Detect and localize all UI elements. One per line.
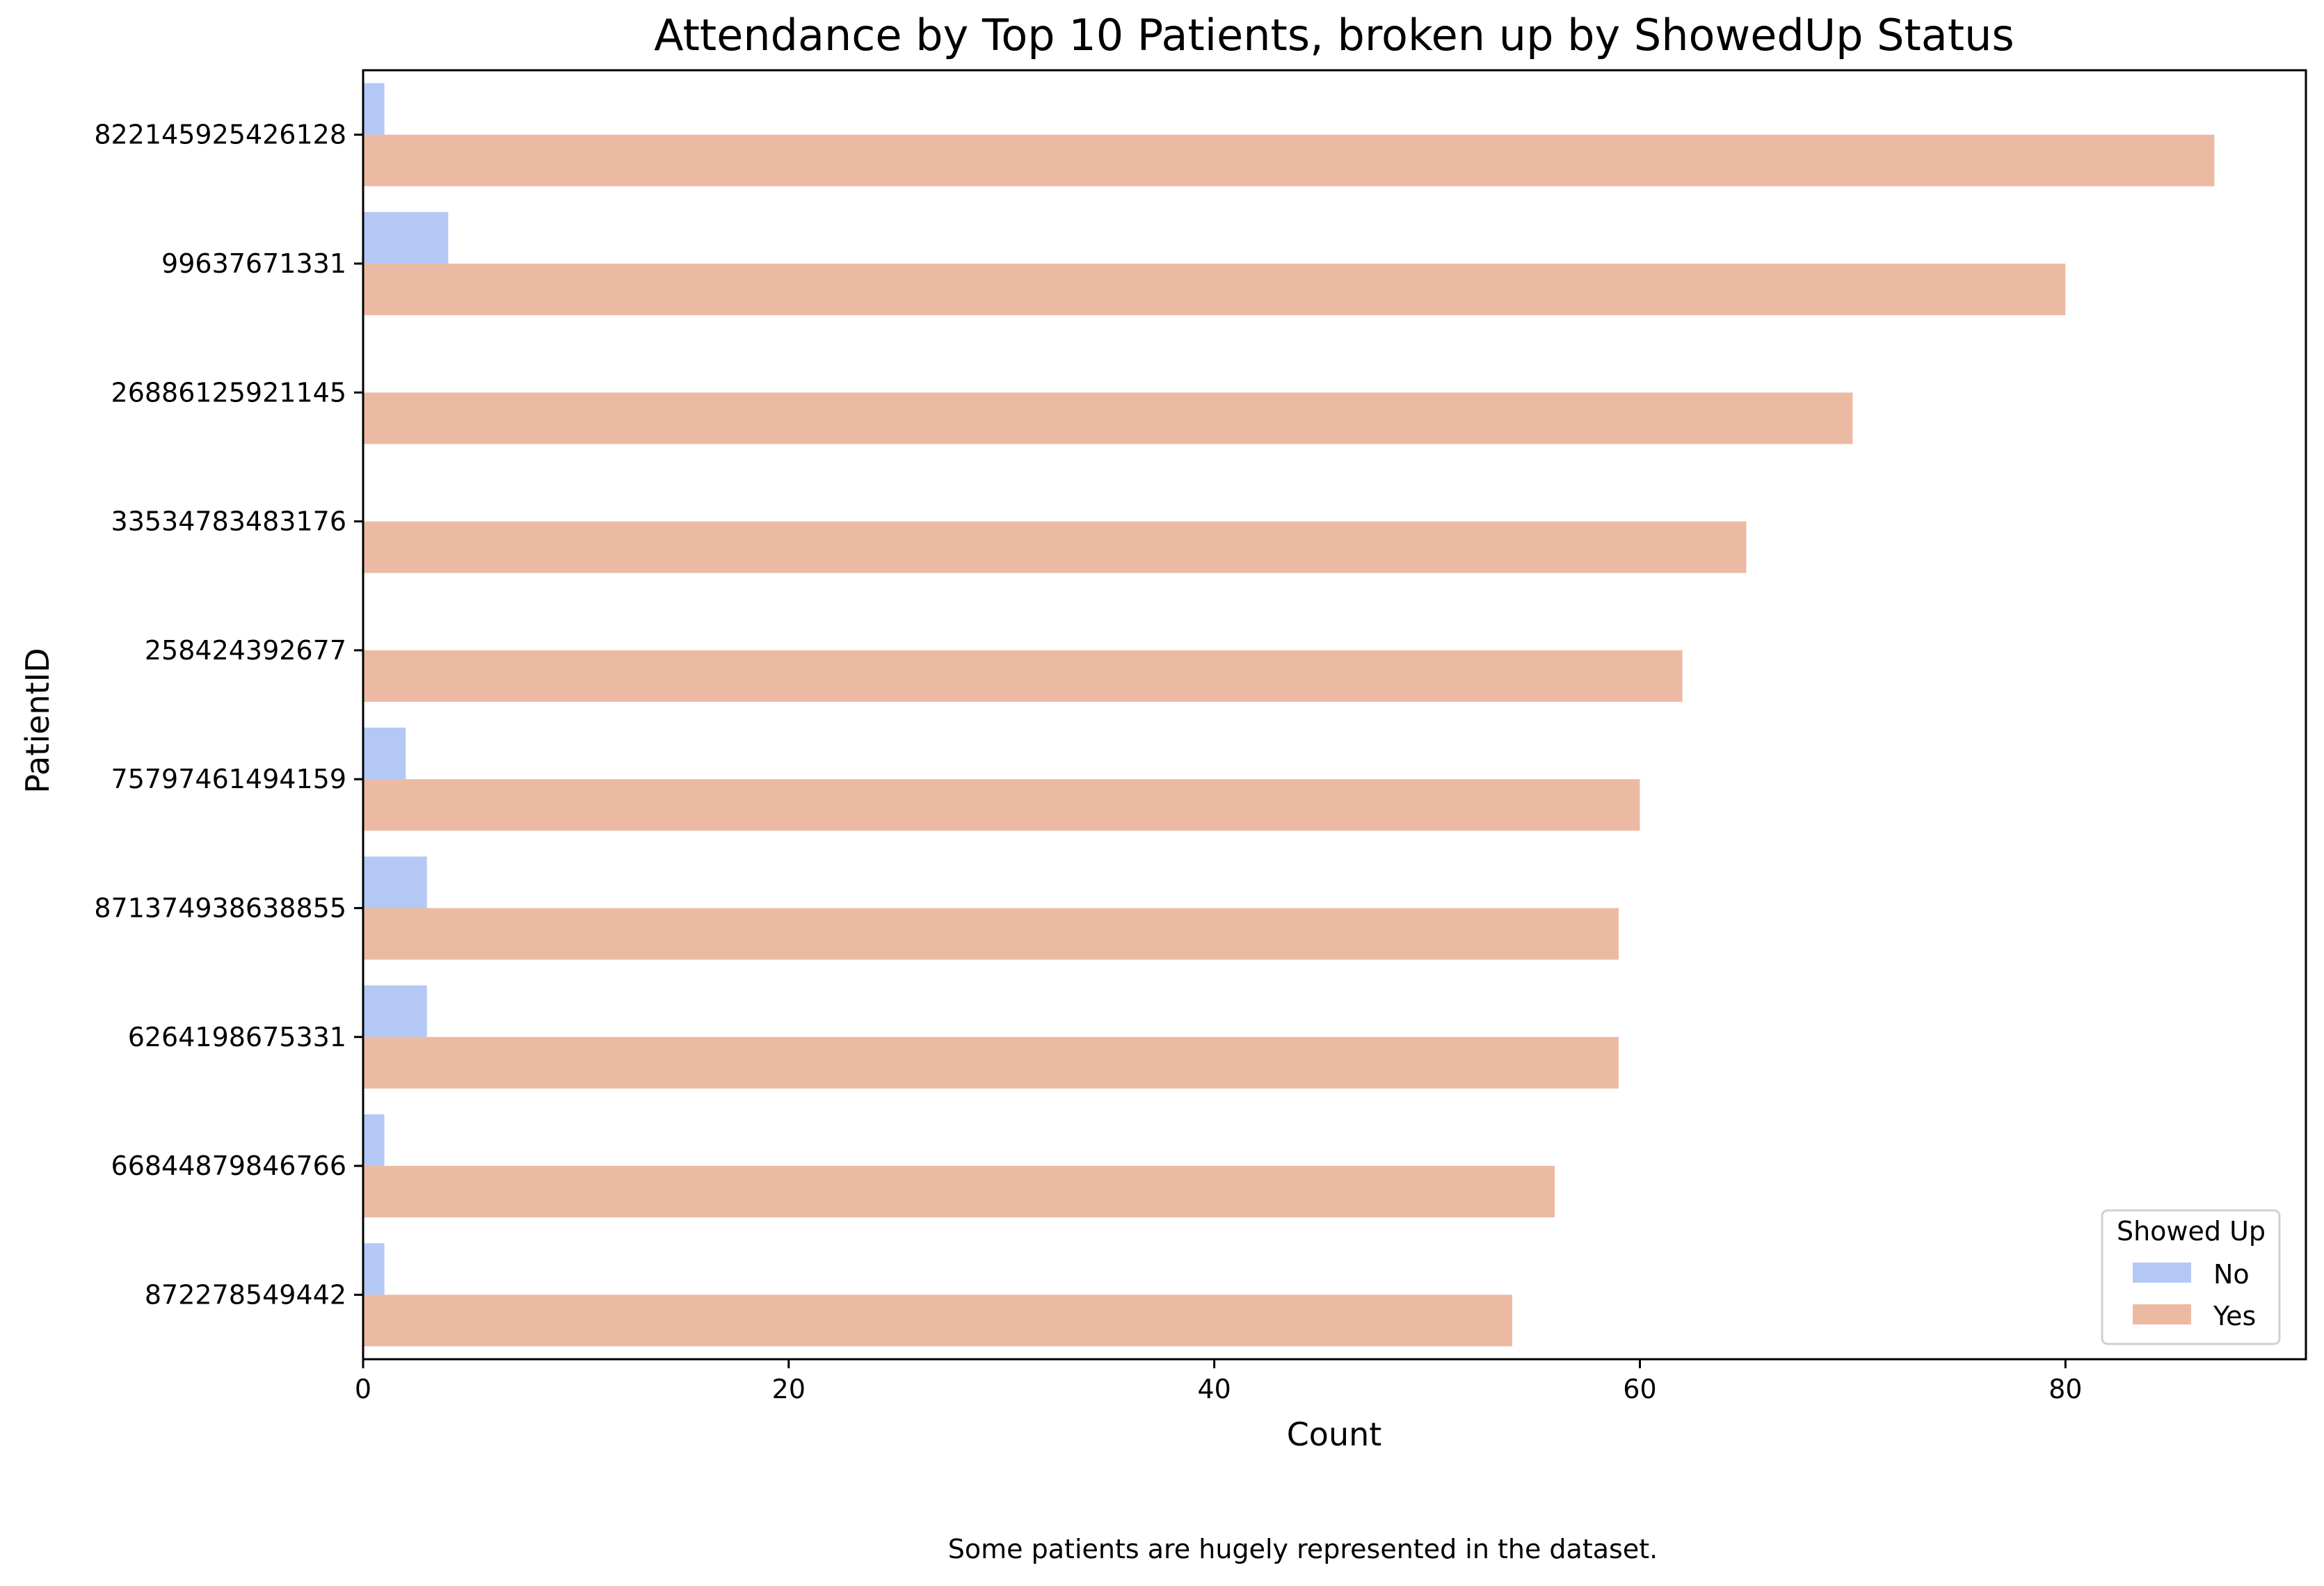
- bar-yes-33534783483176: [363, 521, 1747, 573]
- bar-yes-99637671331: [363, 263, 2066, 316]
- y-tick-label: 99637671331: [161, 248, 346, 279]
- y-tick-label: 75797461494159: [111, 764, 346, 794]
- plot-frame: [362, 69, 2307, 1361]
- bar-yes-66844879846766: [363, 1166, 1555, 1218]
- bar-no-822145925426128: [363, 83, 385, 135]
- legend-title: Showed Up: [2117, 1216, 2266, 1247]
- x-axis: 0 20 40 60 80: [355, 1359, 2082, 1404]
- x-tick-label: 0: [355, 1374, 371, 1404]
- x-tick-label: 80: [2049, 1374, 2082, 1404]
- bar-yes-258424392677: [363, 650, 1683, 702]
- y-tick-label: 6264198675331: [128, 1022, 346, 1052]
- legend-label-no: No: [2213, 1259, 2250, 1290]
- bar-no-75797461494159: [363, 728, 406, 780]
- bar-yes-26886125921145: [363, 392, 1853, 444]
- y-tick-label: 871374938638855: [94, 892, 346, 923]
- bar-no-66844879846766: [363, 1114, 385, 1167]
- chart-title: Attendance by Top 10 Patients, broken up…: [654, 10, 2014, 61]
- x-tick-label: 60: [1623, 1374, 1656, 1404]
- y-tick-label: 26886125921145: [111, 377, 346, 408]
- legend-swatch-no: [2133, 1263, 2191, 1283]
- x-tick-label: 40: [1197, 1374, 1231, 1404]
- y-tick-label: 33534783483176: [111, 506, 346, 537]
- legend: Showed Up No Yes: [2101, 1209, 2281, 1345]
- y-tick-label: 872278549442: [145, 1279, 346, 1310]
- x-axis-label: Count: [1287, 1416, 1382, 1453]
- bars-layer: [363, 83, 2215, 1347]
- x-tick-label: 20: [772, 1374, 806, 1404]
- legend-label-yes: Yes: [2213, 1301, 2256, 1331]
- bar-yes-75797461494159: [363, 779, 1640, 831]
- bar-yes-871374938638855: [363, 908, 1619, 960]
- bar-no-99637671331: [363, 211, 449, 264]
- bar-no-871374938638855: [363, 856, 427, 908]
- chart-caption: Some patients are hugely represented in …: [948, 1534, 1658, 1564]
- y-axis-label: PatientID: [19, 648, 56, 793]
- y-tick-label: 258424392677: [145, 635, 346, 666]
- y-axis: 822145925426128 99637671331 26886125921145…: [94, 120, 363, 1310]
- bar-yes-872278549442: [363, 1295, 1512, 1347]
- bar-no-6264198675331: [363, 985, 427, 1037]
- y-tick-label: 66844879846766: [111, 1151, 346, 1181]
- bar-no-872278549442: [363, 1243, 385, 1295]
- bar-yes-822145925426128: [363, 134, 2215, 186]
- bar-yes-6264198675331: [363, 1036, 1619, 1089]
- y-tick-label: 822145925426128: [94, 120, 346, 150]
- legend-swatch-yes: [2133, 1304, 2191, 1324]
